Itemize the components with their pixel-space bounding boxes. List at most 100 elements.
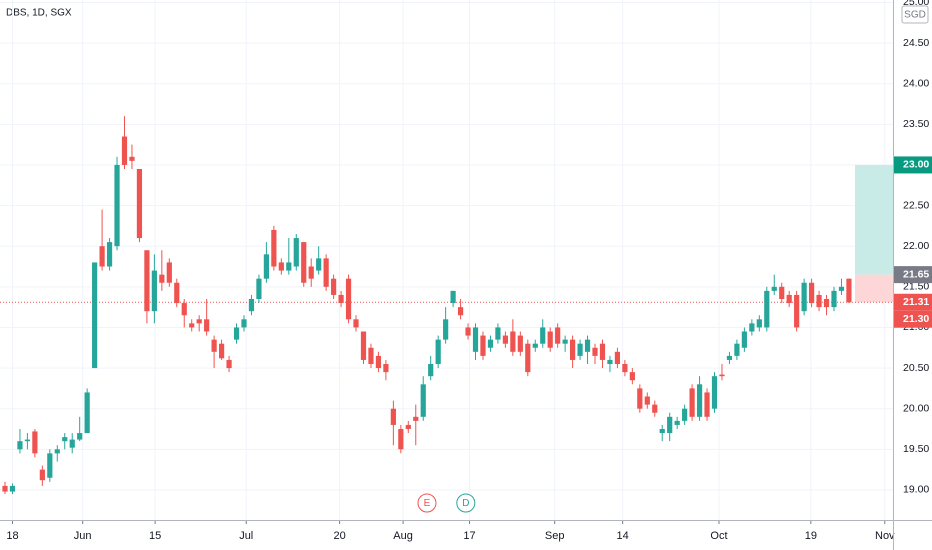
- candle-body: [159, 274, 165, 283]
- x-tick-label: Jun: [74, 530, 92, 542]
- candle-body: [211, 339, 217, 352]
- candle-body: [435, 339, 441, 364]
- candle-body: [360, 331, 367, 360]
- price-label-box: [894, 156, 932, 174]
- candle-body: [189, 323, 195, 328]
- candle-body: [47, 453, 53, 478]
- candle-body: [734, 343, 740, 356]
- candle-body: [614, 351, 621, 364]
- candle-body: [92, 262, 98, 369]
- y-tick-label: 19.50: [903, 443, 929, 455]
- x-tick-label: 17: [463, 530, 475, 542]
- candle-body: [181, 303, 187, 316]
- candle-body: [622, 364, 628, 373]
- x-tick-label: Jul: [239, 530, 253, 542]
- candle-body: [599, 343, 606, 360]
- candle-body: [17, 441, 23, 450]
- candle-body: [741, 331, 747, 348]
- candle-body: [390, 408, 396, 425]
- candle-body: [540, 327, 546, 344]
- x-tick-label: Sep: [545, 530, 565, 542]
- price-label-box: [894, 266, 932, 284]
- candle-body: [24, 439, 31, 442]
- position-zone: [855, 274, 893, 303]
- candle-body: [786, 294, 792, 304]
- candle-body: [316, 258, 322, 271]
- price-label-box: [894, 310, 932, 328]
- candle-body: [831, 290, 837, 308]
- candle-body: [779, 286, 785, 299]
- candle-body: [301, 242, 307, 283]
- event-badge: [417, 493, 437, 513]
- y-tick-label: 21.50: [903, 281, 929, 293]
- y-tick-label: 24.00: [903, 77, 929, 89]
- chart-title: DBS, 1D, SGX: [6, 8, 72, 19]
- candle-body: [674, 420, 680, 425]
- candle-body: [749, 323, 755, 332]
- candle-body: [659, 429, 665, 434]
- candle-body: [420, 384, 426, 417]
- candle-body: [457, 307, 464, 316]
- candle-body: [353, 319, 359, 328]
- event-label: E: [424, 498, 431, 509]
- candle-body: [413, 416, 419, 421]
- candle-body: [32, 431, 38, 454]
- candle-body: [293, 238, 299, 267]
- candle-body: [689, 388, 695, 417]
- y-tick-label: 24.50: [903, 37, 929, 49]
- candle-body: [682, 408, 688, 421]
- x-tick-label: 19: [805, 530, 817, 542]
- grid-layer: [0, 0, 893, 520]
- candle-body: [2, 485, 8, 492]
- candle-body: [84, 392, 90, 434]
- y-tick-label: 20.50: [903, 362, 929, 374]
- candle-body: [136, 169, 143, 239]
- zone-layer: [0, 164, 893, 303]
- candle-body: [823, 299, 830, 308]
- candle-body: [323, 258, 329, 287]
- candles: [2, 116, 852, 494]
- candle-body: [465, 327, 471, 336]
- candle-body: [39, 469, 45, 481]
- candle-body: [487, 339, 494, 348]
- candle-body: [428, 364, 434, 377]
- candle-body: [525, 343, 531, 373]
- candle-body: [480, 335, 486, 356]
- candle-body: [555, 327, 561, 344]
- candle-body: [771, 286, 777, 291]
- candle-body: [764, 290, 770, 328]
- candle-body: [345, 278, 352, 320]
- event-badge: [456, 493, 476, 513]
- candle-body: [383, 364, 389, 373]
- candle-body: [114, 164, 120, 247]
- candle-body: [286, 262, 292, 271]
- y-tick-label: 19.00: [903, 484, 929, 496]
- candle-body: [248, 299, 255, 312]
- candle-body: [584, 339, 591, 352]
- candle-body: [174, 282, 180, 304]
- candle-body: [495, 327, 501, 340]
- x-tick-label: 15: [149, 530, 161, 542]
- y-tick-label: 22.00: [903, 240, 929, 252]
- candle-body: [838, 286, 845, 291]
- candle-body: [816, 294, 822, 308]
- y-tick-label: 22.50: [903, 199, 929, 211]
- candle-body: [204, 319, 210, 332]
- candle-body: [652, 404, 658, 413]
- y-tick-label: 25.00: [903, 0, 929, 8]
- candle-body: [547, 331, 553, 348]
- candle-body: [502, 335, 508, 344]
- candle-body: [308, 266, 314, 279]
- candle-body: [263, 254, 269, 279]
- candle-body: [129, 156, 135, 161]
- currency-label: SGD: [904, 10, 926, 21]
- candle-body: [719, 374, 725, 377]
- x-tick-label: 14: [617, 530, 629, 542]
- candle-body: [794, 294, 800, 328]
- candle-body: [637, 388, 643, 409]
- candle-body: [756, 319, 762, 328]
- candle-body: [338, 294, 344, 304]
- candle-body: [398, 429, 404, 450]
